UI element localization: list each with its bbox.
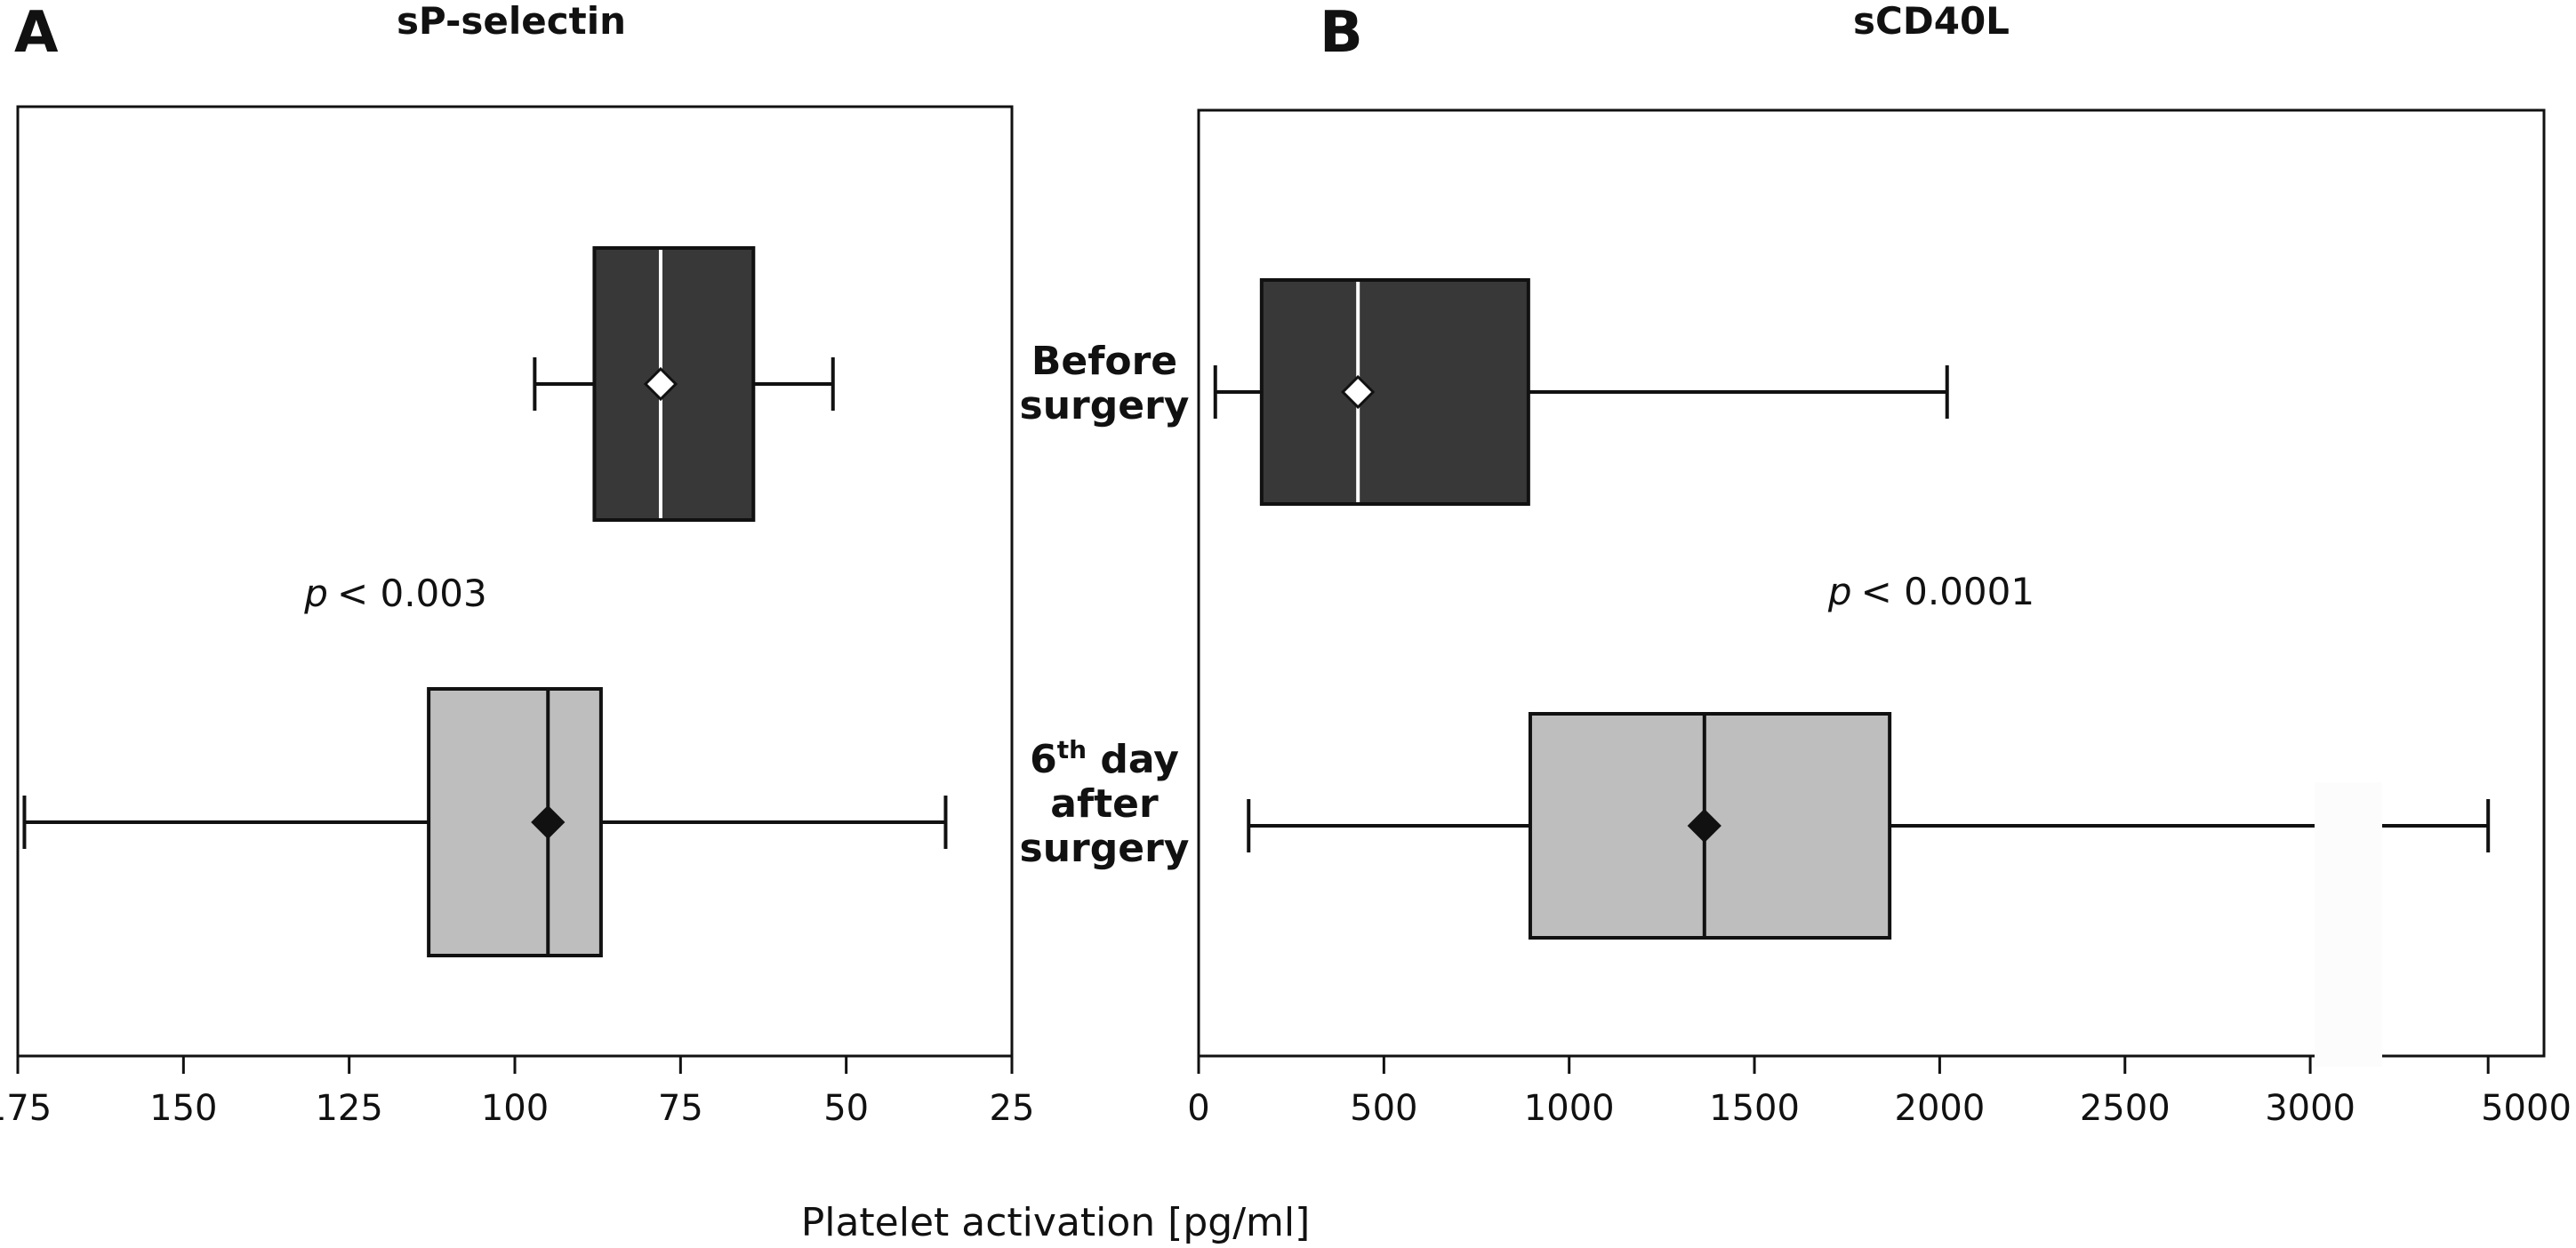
panel-a-title: sP-selectin <box>397 0 626 43</box>
panel-b-title: sCD40L <box>1853 0 2010 43</box>
x-tick-label: 50 <box>823 1088 869 1129</box>
box-after-surgery <box>22 687 948 957</box>
x-tick-label: 2500 <box>2080 1088 2171 1129</box>
panel-b-x-axis: 0 500 1000 1500 2000 2500 3000 5000 <box>1187 1056 2572 1129</box>
x-tick-label: 100 <box>481 1088 549 1129</box>
panel-b-pvalue: p < 0.0001 <box>1827 570 2034 613</box>
x-tick-label: 5000 <box>2481 1088 2572 1129</box>
x-tick-label: 25 <box>990 1088 1035 1129</box>
group-label-before-surgery: Before surgery <box>1020 339 1190 428</box>
box-after-surgery <box>1247 712 2491 940</box>
panel-b-axis-break <box>2315 782 2382 1067</box>
x-tick-label: 3000 <box>2265 1088 2355 1129</box>
mean-marker <box>1341 374 1376 410</box>
box-iqr <box>427 687 603 957</box>
panel-a-x-axis: 175 150 125 100 75 50 25 <box>0 1056 1034 1129</box>
panel-a: A sP-selectin 175 150 125 100 75 50 25 p< 0.00… <box>0 0 1034 1129</box>
x-tick-label: 1000 <box>1524 1088 1615 1129</box>
panel-letter-a: A <box>14 0 59 66</box>
x-tick-label: 1500 <box>1709 1088 1800 1129</box>
panel-b: B sCD40L 0 500 1000 1500 2000 2500 3000 5000 p <… <box>1187 0 2572 1129</box>
box-iqr <box>1259 278 1530 506</box>
panel-b-plot-frame <box>1197 108 2546 1058</box>
group-label-after-surgery: 6th day after surgery <box>1020 735 1190 871</box>
x-tick-label: 2000 <box>1895 1088 1986 1129</box>
mean-marker <box>643 366 678 402</box>
mean-marker <box>531 804 566 840</box>
x-tick-label: 125 <box>315 1088 382 1129</box>
x-axis-title: Platelet activation [pg/ml] <box>801 1200 1311 1244</box>
box-before-surgery <box>1213 278 1949 506</box>
panel-letter-b: B <box>1320 0 1363 66</box>
panel-a-pvalue: p < 0.003 <box>303 572 486 615</box>
x-tick-label: 175 <box>0 1088 52 1129</box>
x-tick-label: 75 <box>658 1088 703 1129</box>
x-tick-label: 0 <box>1187 1088 1209 1129</box>
panel-b-boxes <box>1213 278 2491 940</box>
box-before-surgery <box>533 246 835 522</box>
panel-a-boxes <box>22 246 948 957</box>
x-tick-label: 150 <box>149 1088 217 1129</box>
mean-marker <box>1687 808 1721 844</box>
group-labels: Before surgery 6th day after surgery <box>1020 339 1190 871</box>
x-tick-label: 500 <box>1350 1088 1417 1129</box>
